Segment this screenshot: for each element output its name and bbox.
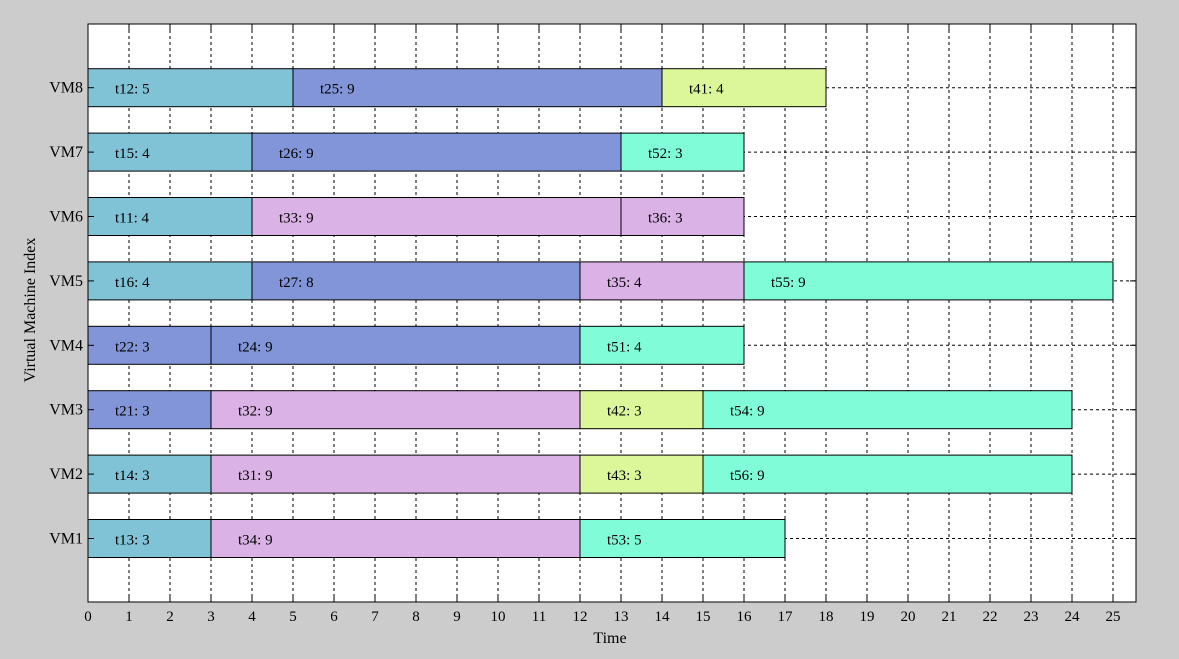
task-label: t36: 3 <box>648 211 683 227</box>
x-tick-label: 22 <box>983 609 998 625</box>
task-label: t26: 9 <box>279 146 314 162</box>
x-tick-label: 20 <box>901 609 916 625</box>
task-label: t42: 3 <box>607 404 642 420</box>
task-bar <box>87 454 212 494</box>
x-tick-label: 13 <box>614 609 629 625</box>
task-bar <box>579 519 786 558</box>
task-bar <box>210 325 581 365</box>
x-tick-label: 10 <box>491 609 506 625</box>
task-label: t52: 3 <box>648 146 683 162</box>
x-axis-title: Time <box>593 630 626 647</box>
task-bar <box>210 454 581 494</box>
task-bar <box>620 197 745 236</box>
x-tick-label: 18 <box>819 609 834 625</box>
task-bar <box>579 325 745 365</box>
task-label: t16: 4 <box>115 275 150 291</box>
x-tick-label: 19 <box>860 609 875 625</box>
task-bar <box>743 261 1114 301</box>
task-bar <box>579 454 704 494</box>
task-bar <box>661 68 827 108</box>
task-bar <box>620 132 745 172</box>
task-bar <box>87 261 253 301</box>
x-tick-label: 17 <box>778 609 794 625</box>
task-label: t41: 4 <box>689 82 724 98</box>
task-label: t15: 4 <box>115 146 150 162</box>
y-tick-label: VM5 <box>49 273 83 290</box>
task-bar <box>87 390 212 430</box>
task-label: t21: 3 <box>115 404 150 420</box>
y-tick-label: VM4 <box>49 337 83 354</box>
task-label: t12: 5 <box>115 82 150 98</box>
x-tick-label: 5 <box>289 609 297 625</box>
x-tick-label: 6 <box>330 609 338 625</box>
task-bar <box>251 132 622 172</box>
task-bar <box>87 132 253 172</box>
task-bar <box>87 325 212 365</box>
x-tick-label: 25 <box>1106 609 1121 625</box>
task-label: t34: 9 <box>238 533 273 549</box>
x-tick-label: 12 <box>573 609 588 625</box>
x-tick-label: 21 <box>942 609 957 625</box>
task-label: t25: 9 <box>320 82 355 98</box>
task-label: t35: 4 <box>607 275 642 291</box>
task-label: t32: 9 <box>238 404 273 420</box>
x-tick-label: 4 <box>248 609 256 625</box>
y-tick-label: VM3 <box>49 402 83 419</box>
task-label: t56: 9 <box>730 468 765 484</box>
task-label: t54: 9 <box>730 404 765 420</box>
task-bar <box>87 197 253 236</box>
task-bar <box>251 261 581 301</box>
task-label: t11: 4 <box>115 211 150 227</box>
x-tick-label: 16 <box>737 609 753 625</box>
task-label: t13: 3 <box>115 533 150 549</box>
x-tick-label: 7 <box>371 609 379 625</box>
task-label: t51: 4 <box>607 339 642 355</box>
task-bar <box>579 261 745 301</box>
y-tick-label: VM1 <box>49 531 83 548</box>
y-tick-label: VM7 <box>49 144 83 161</box>
x-tick-label: 15 <box>696 609 711 625</box>
task-bar <box>579 390 704 430</box>
x-tick-label: 23 <box>1024 609 1039 625</box>
x-tick-label: 9 <box>453 609 461 625</box>
y-tick-label: VM6 <box>49 209 83 226</box>
task-bar <box>702 390 1073 430</box>
task-label: t55: 9 <box>771 275 806 291</box>
y-tick-label: VM8 <box>49 80 83 97</box>
plot-area <box>88 24 1136 602</box>
task-label: t22: 3 <box>115 339 150 355</box>
task-bar <box>210 390 581 430</box>
axes: 0 1 2 3 4 5 6 7 8 9 10 11 12 13 14 15 16 17 18 19 20 21 22 23 24… <box>49 24 1136 625</box>
task-label: t27: 8 <box>279 275 314 291</box>
x-tick-label: 0 <box>84 609 92 625</box>
y-axis-title: Virtual Machine Index <box>22 238 39 383</box>
task-label: t14: 3 <box>115 468 150 484</box>
y-tick-label: VM2 <box>49 466 83 483</box>
task-bars: t13: 3 t34: 9 t53: 5 t14: 3 t31: 9 t43: 3 t56:… <box>87 68 1114 558</box>
x-tick-label: 1 <box>125 609 133 625</box>
x-tick-label: 24 <box>1065 609 1081 625</box>
task-label: t24: 9 <box>238 339 273 355</box>
task-label: t43: 3 <box>607 468 642 484</box>
x-tick-label: 2 <box>166 609 174 625</box>
plot-frame <box>87 23 1137 603</box>
task-label: t53: 5 <box>607 533 642 549</box>
task-bar <box>210 519 581 558</box>
task-bar <box>702 454 1073 494</box>
x-tick-label: 14 <box>655 609 671 625</box>
x-tick-label: 8 <box>412 609 420 625</box>
x-tick-label: 11 <box>532 609 546 625</box>
task-bar <box>292 68 663 108</box>
task-label: t33: 9 <box>279 211 314 227</box>
task-label: t31: 9 <box>238 468 273 484</box>
x-tick-label: 3 <box>207 609 215 625</box>
